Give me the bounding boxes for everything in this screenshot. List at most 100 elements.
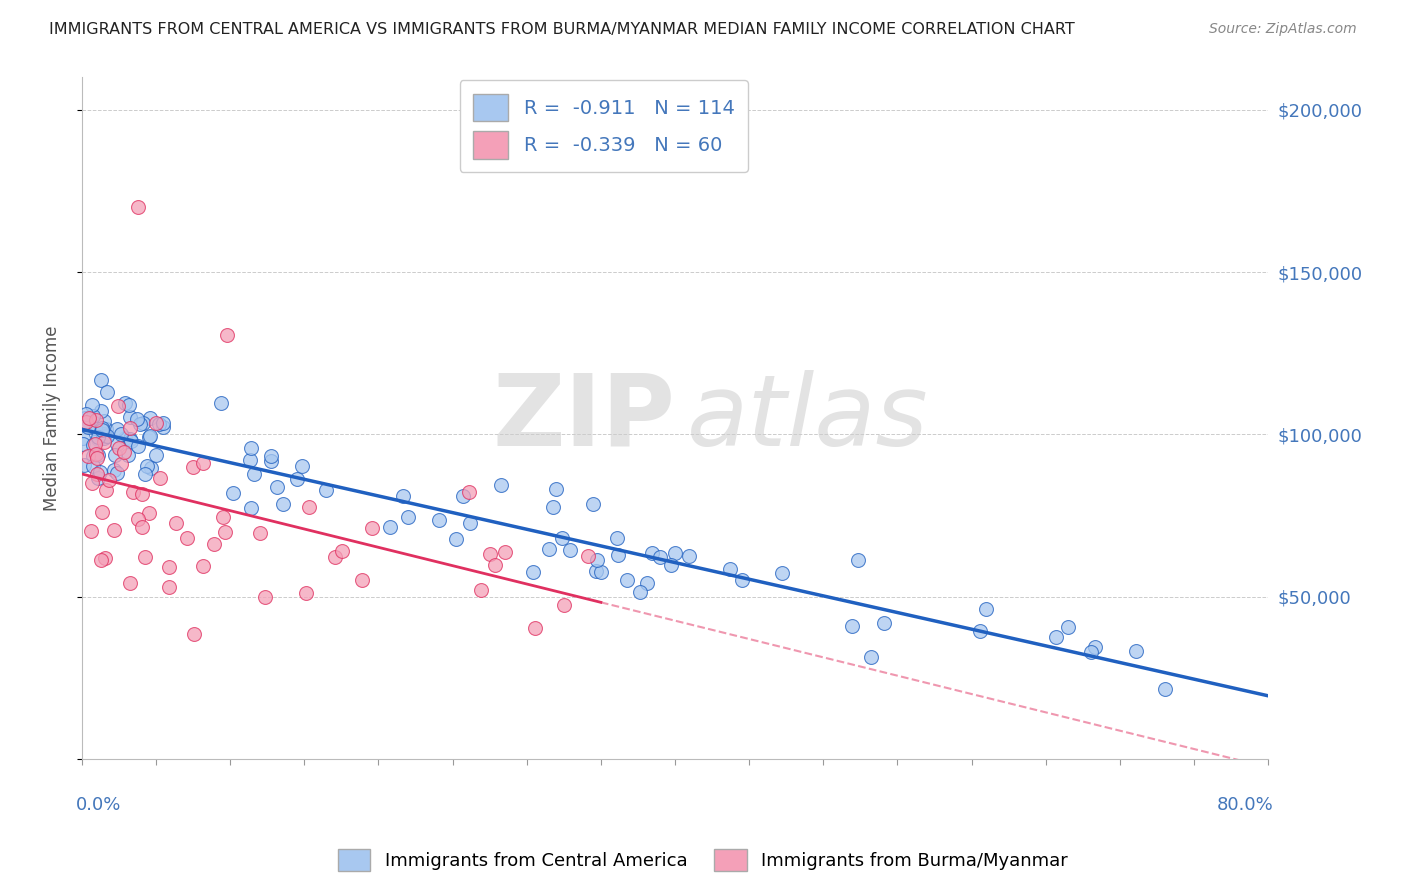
- Point: [80, 524, 103, 538]
- Point: [131, 520, 153, 534]
- Point: [104, 448, 127, 462]
- Point: [127, 439, 149, 453]
- Point: [396, 510, 419, 524]
- Point: [72, 417, 94, 432]
- Point: [77, 419, 100, 434]
- Point: [134, 549, 156, 564]
- Point: [1125, 644, 1147, 658]
- Point: [89, 465, 111, 479]
- Point: [470, 582, 492, 597]
- Point: [82, 449, 104, 463]
- Point: [129, 417, 152, 431]
- Point: [141, 460, 163, 475]
- Point: [606, 532, 628, 546]
- Point: [616, 574, 638, 588]
- Text: 0.0%: 0.0%: [76, 797, 121, 814]
- Point: [73, 458, 96, 472]
- Point: [122, 484, 145, 499]
- Point: [75, 415, 97, 429]
- Point: [87, 430, 110, 444]
- Point: [239, 452, 262, 467]
- Point: [90, 553, 112, 567]
- Point: [240, 500, 263, 515]
- Text: IMMIGRANTS FROM CENTRAL AMERICA VS IMMIGRANTS FROM BURMA/MYANMAR MEDIAN FAMILY I: IMMIGRANTS FROM CENTRAL AMERICA VS IMMIG…: [49, 22, 1076, 37]
- Point: [254, 591, 277, 605]
- Point: [77, 410, 100, 425]
- Point: [93, 431, 115, 445]
- Point: [91, 420, 114, 434]
- Point: [298, 500, 321, 515]
- Point: [522, 566, 544, 580]
- Point: [93, 414, 115, 428]
- Point: [240, 441, 263, 455]
- Point: [107, 399, 129, 413]
- Point: [84, 447, 107, 461]
- Point: [135, 458, 157, 473]
- Point: [149, 471, 172, 485]
- Point: [628, 585, 651, 599]
- Point: [82, 409, 104, 423]
- Point: [1056, 620, 1078, 634]
- Point: [127, 200, 149, 214]
- Point: [86, 451, 108, 466]
- Point: [586, 552, 609, 566]
- Point: [114, 431, 136, 445]
- Point: [718, 562, 741, 576]
- Y-axis label: Median Family Income: Median Family Income: [44, 326, 60, 511]
- Point: [84, 421, 107, 435]
- Point: [576, 549, 599, 564]
- Point: [291, 459, 314, 474]
- Point: [138, 506, 160, 520]
- Point: [361, 521, 384, 535]
- Point: [94, 550, 117, 565]
- Point: [1045, 630, 1067, 644]
- Point: [846, 553, 869, 567]
- Point: [77, 420, 100, 434]
- Point: [105, 422, 128, 436]
- Point: [110, 457, 132, 471]
- Point: [427, 512, 450, 526]
- Point: [72, 417, 94, 432]
- Point: [860, 649, 883, 664]
- Point: [145, 416, 167, 430]
- Point: [96, 483, 118, 497]
- Point: [120, 434, 142, 449]
- Point: [75, 407, 97, 421]
- Point: [458, 516, 481, 530]
- Point: [131, 487, 153, 501]
- Point: [73, 411, 96, 425]
- Point: [553, 599, 575, 613]
- Point: [266, 480, 288, 494]
- Legend: R =  -0.911   N = 114, R =  -0.339   N = 60: R = -0.911 N = 114, R = -0.339 N = 60: [460, 80, 748, 172]
- Point: [90, 423, 112, 437]
- Point: [637, 576, 659, 591]
- Point: [84, 437, 107, 451]
- Point: [157, 580, 180, 594]
- Point: [650, 550, 672, 565]
- Point: [659, 558, 682, 573]
- Point: [976, 602, 998, 616]
- Point: [94, 422, 117, 436]
- Point: [77, 449, 100, 463]
- Point: [118, 421, 141, 435]
- Point: [84, 413, 107, 427]
- Point: [82, 476, 104, 491]
- Point: [82, 398, 104, 412]
- Point: [873, 616, 896, 631]
- Point: [585, 564, 607, 578]
- Point: [127, 511, 149, 525]
- Point: [191, 558, 214, 573]
- Point: [176, 531, 198, 545]
- Point: [1084, 640, 1107, 655]
- Point: [139, 411, 162, 425]
- Text: ZIP: ZIP: [492, 369, 675, 467]
- Point: [82, 438, 104, 452]
- Point: [1080, 645, 1102, 659]
- Point: [544, 482, 567, 496]
- Point: [392, 489, 415, 503]
- Point: [139, 429, 162, 443]
- Point: [165, 516, 187, 530]
- Point: [118, 399, 141, 413]
- Point: [96, 385, 118, 400]
- Point: [678, 549, 700, 564]
